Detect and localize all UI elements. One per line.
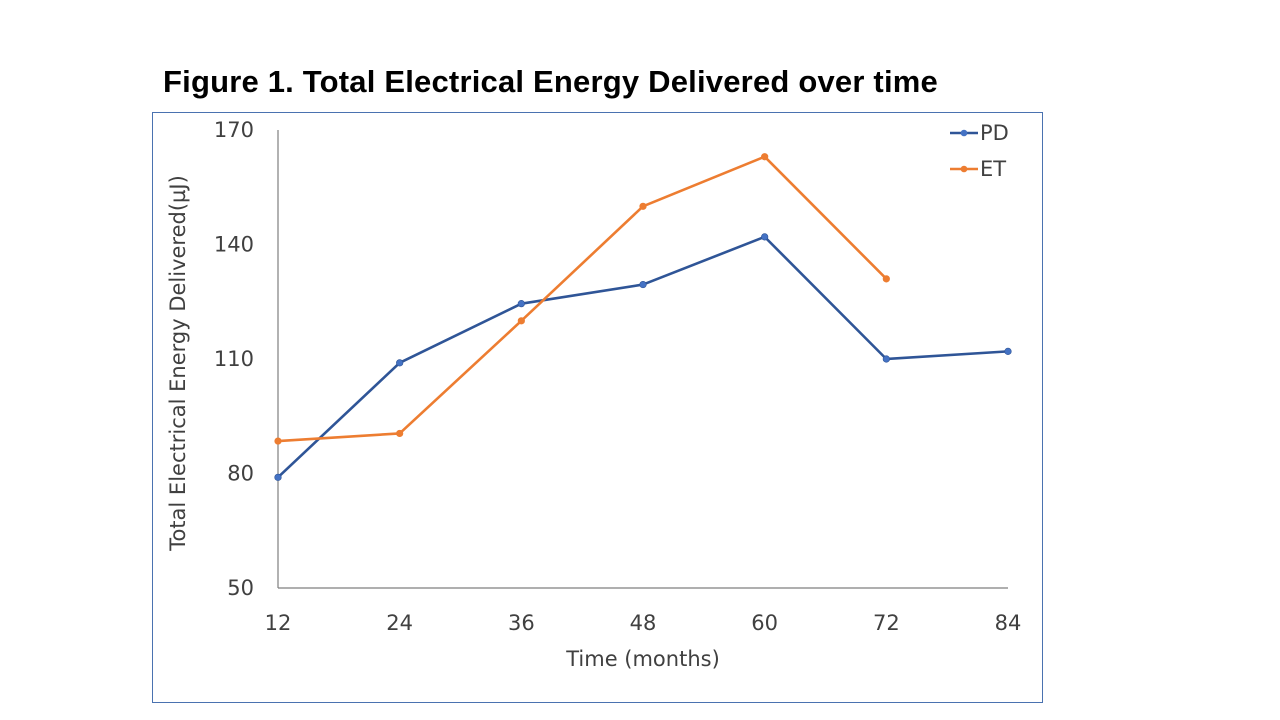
- series-line-pd: [277, 235, 1009, 479]
- x-tick-label: 72: [873, 611, 900, 635]
- data-point-et: [396, 429, 404, 438]
- data-point-pd: [639, 280, 647, 289]
- axes: 50 80 110 140 170 12 24 36 48 60 72 84 Time (months)…: [166, 118, 1021, 671]
- data-point-pd: [274, 473, 282, 481]
- line-chart: 50 80 110 140 170 12 24 36 48 60 72 84 Time (months)…: [166, 118, 1021, 671]
- data-point-pd: [761, 233, 769, 241]
- y-tick-label: 50: [227, 576, 254, 600]
- legend-label-et: ET: [980, 157, 1006, 181]
- data-point-et: [639, 202, 647, 210]
- data-point-et: [517, 317, 525, 325]
- data-point-pd: [517, 300, 525, 308]
- data-point-pd: [396, 359, 404, 367]
- x-axis-title: Time (months): [565, 647, 720, 671]
- y-tick-label: 170: [214, 118, 254, 142]
- chart-frame: 50 80 110 140 170 12 24 36 48 60 72 84 Time (months)…: [152, 112, 1043, 703]
- legend-marker-et: [960, 165, 968, 173]
- plot-area: [274, 153, 1012, 481]
- x-tick-label: 24: [386, 611, 413, 635]
- x-tick-label: 48: [630, 611, 657, 635]
- y-axis-title: Total Electrical Energy Delivered(µJ): [166, 175, 190, 552]
- x-tick-label: 84: [995, 611, 1022, 635]
- x-tick-label: 36: [508, 611, 535, 635]
- data-point-pd: [1004, 347, 1012, 355]
- y-tick-label: 110: [214, 347, 254, 371]
- data-point-et: [274, 437, 282, 445]
- data-point-et: [882, 275, 890, 283]
- x-tick-label: 60: [751, 611, 778, 635]
- data-point-pd: [882, 355, 890, 363]
- legend-label-pd: PD: [980, 121, 1009, 145]
- legend: PD ET: [950, 121, 1009, 181]
- legend-marker-pd: [960, 129, 968, 137]
- series-line-et: [277, 155, 888, 443]
- x-tick-label: 12: [265, 611, 292, 635]
- y-tick-label: 140: [214, 233, 254, 257]
- data-point-et: [761, 153, 769, 161]
- page-title: Figure 1. Total Electrical Energy Delive…: [163, 64, 938, 99]
- y-tick-label: 80: [227, 462, 254, 486]
